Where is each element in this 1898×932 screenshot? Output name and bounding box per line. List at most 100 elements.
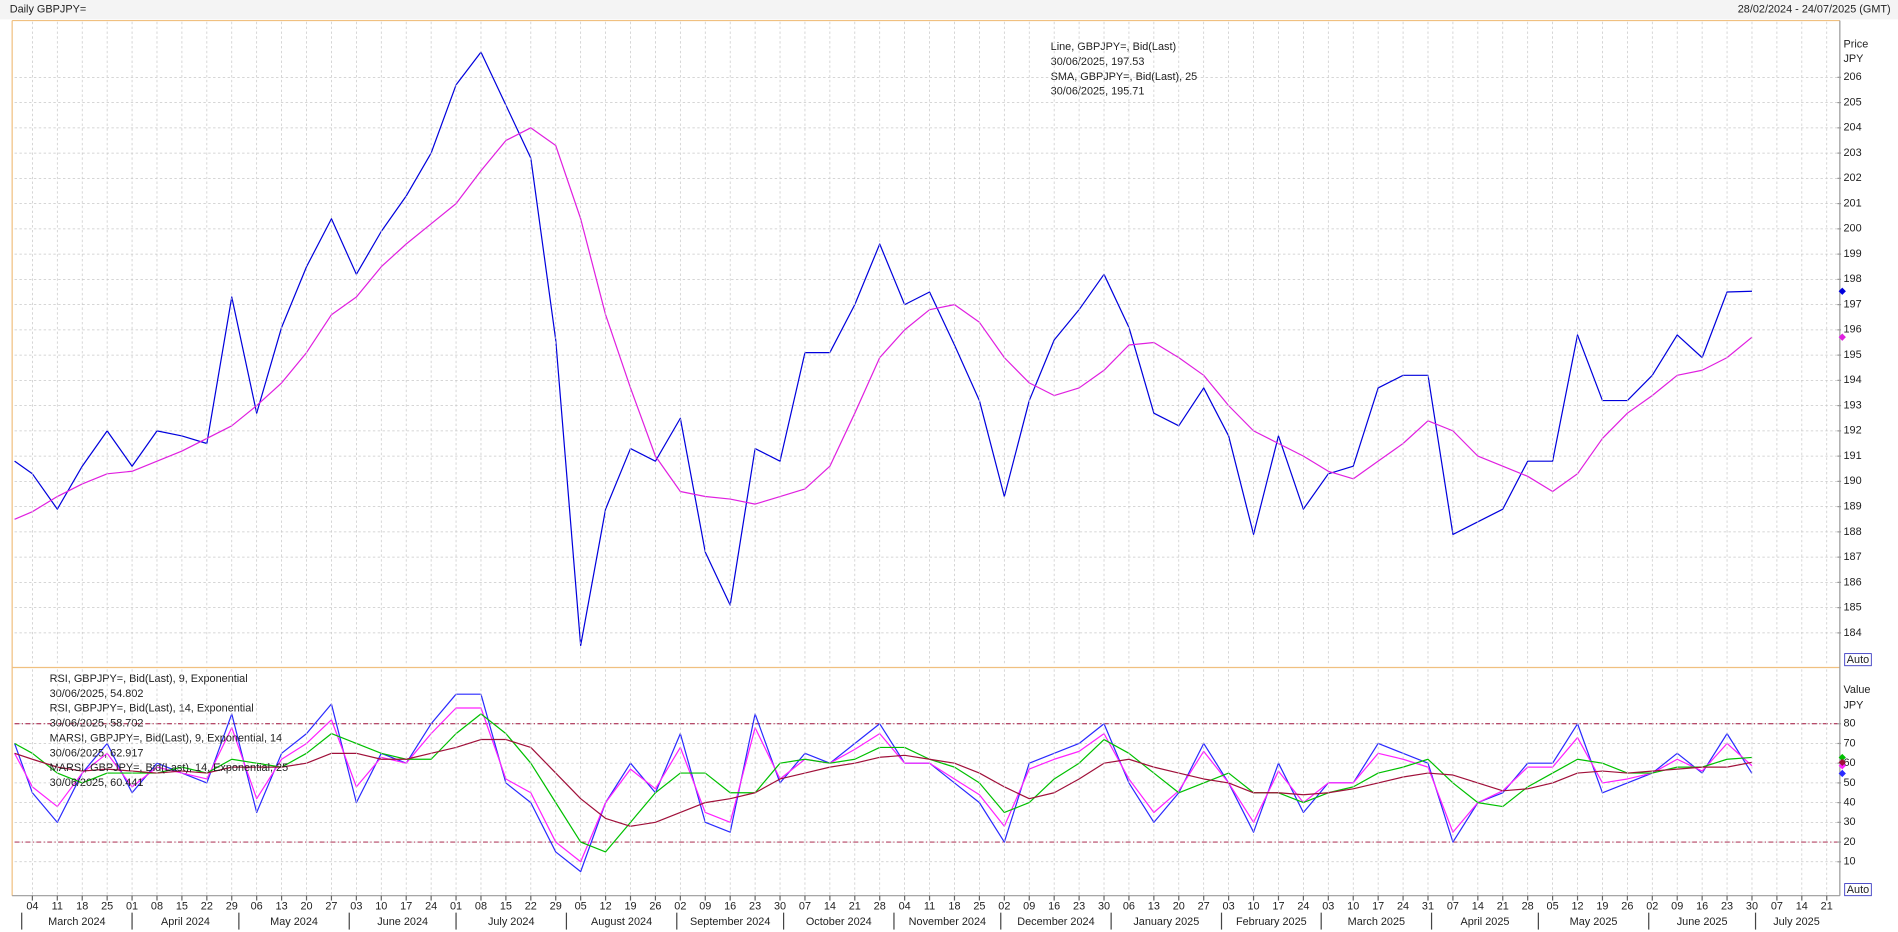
auto-button-label[interactable]: Auto <box>1847 884 1869 896</box>
legend-name: RSI, GBPJPY=, Bid(Last), 9, Exponential <box>50 673 248 685</box>
x-tick-label: 28 <box>874 900 886 912</box>
y-tick-label: 192 <box>1843 425 1861 437</box>
x-tick-label: 25 <box>973 900 985 912</box>
month-label: June 2024 <box>377 916 428 928</box>
x-tick-label: 12 <box>1571 900 1583 912</box>
y-axis-label: Value <box>1843 684 1870 696</box>
x-tick-label: 18 <box>76 900 88 912</box>
x-tick-label: 24 <box>1397 900 1409 912</box>
month-label: November 2024 <box>909 916 986 928</box>
y-tick-label: 198 <box>1843 273 1861 285</box>
y-tick-label: 40 <box>1843 797 1855 809</box>
x-tick-label: 17 <box>1272 900 1284 912</box>
x-tick-label: 07 <box>1771 900 1783 912</box>
y-tick-label: 189 <box>1843 501 1861 513</box>
x-tick-label: 24 <box>425 900 437 912</box>
x-tick-label: 19 <box>1596 900 1608 912</box>
month-label: August 2024 <box>591 916 652 928</box>
x-tick-label: 16 <box>1048 900 1060 912</box>
y-tick-label: 193 <box>1843 399 1861 411</box>
x-tick-label: 22 <box>525 900 537 912</box>
x-tick-label: 15 <box>500 900 512 912</box>
x-tick-label: 30 <box>1746 900 1758 912</box>
x-tick-label: 13 <box>276 900 288 912</box>
x-tick-label: 10 <box>375 900 387 912</box>
x-tick-label: 23 <box>749 900 761 912</box>
x-tick-label: 12 <box>600 900 612 912</box>
x-tick-label: 05 <box>1547 900 1559 912</box>
legend-name: SMA, GBPJPY=, Bid(Last), 25 <box>1051 71 1198 83</box>
legend-last-value: 30/06/2025, 197.53 <box>1051 56 1145 68</box>
legend-name: RSI, GBPJPY=, Bid(Last), 14, Exponential <box>50 703 254 715</box>
auto-button-label[interactable]: Auto <box>1847 654 1869 666</box>
x-tick-label: 04 <box>899 900 911 912</box>
month-label: May 2024 <box>270 916 318 928</box>
month-label: June 2025 <box>1677 916 1728 928</box>
y-tick-label: 184 <box>1843 627 1861 639</box>
x-tick-label: 17 <box>1372 900 1384 912</box>
x-tick-label: 14 <box>1472 900 1484 912</box>
y-tick-label: 185 <box>1843 602 1861 614</box>
y-tick-label: 201 <box>1843 197 1861 209</box>
x-tick-label: 04 <box>26 900 38 912</box>
y-tick-label: 188 <box>1843 526 1861 538</box>
y-tick-label: 196 <box>1843 324 1861 336</box>
auto-button[interactable] <box>1844 653 1872 667</box>
x-tick-label: 02 <box>998 900 1010 912</box>
month-label: March 2025 <box>1348 916 1405 928</box>
month-label: July 2025 <box>1773 916 1820 928</box>
legend-name: Line, GBPJPY=, Bid(Last) <box>1051 41 1176 53</box>
x-tick-label: 31 <box>1422 900 1434 912</box>
y-axis-unit: JPY <box>1843 700 1864 712</box>
x-tick-label: 23 <box>1073 900 1085 912</box>
x-tick-label: 24 <box>1297 900 1309 912</box>
x-tick-label: 26 <box>1621 900 1633 912</box>
chart-title: Daily GBPJPY= <box>10 4 86 16</box>
x-tick-label: 21 <box>1821 900 1833 912</box>
x-tick-label: 30 <box>774 900 786 912</box>
y-tick-label: 206 <box>1843 71 1861 83</box>
month-label: December 2024 <box>1017 916 1094 928</box>
x-tick-label: 09 <box>699 900 711 912</box>
series-line <box>14 51 1753 647</box>
x-tick-label: 15 <box>176 900 188 912</box>
y-tick-label: 70 <box>1843 737 1855 749</box>
x-tick-label: 21 <box>849 900 861 912</box>
x-tick-label: 02 <box>674 900 686 912</box>
y-tick-label: 30 <box>1843 816 1855 828</box>
x-tick-label: 11 <box>52 900 63 912</box>
x-tick-label: 07 <box>1447 900 1459 912</box>
x-tick-label: 11 <box>924 900 935 912</box>
y-tick-label: 60 <box>1843 757 1855 769</box>
x-tick-label: 09 <box>1671 900 1683 912</box>
last-value-marker <box>1838 753 1846 762</box>
x-tick-label: 26 <box>649 900 661 912</box>
x-tick-label: 13 <box>1148 900 1160 912</box>
x-tick-label: 08 <box>151 900 163 912</box>
legend-last-value: 30/06/2025, 62.917 <box>50 747 144 759</box>
x-tick-label: 23 <box>1721 900 1733 912</box>
month-label: October 2024 <box>806 916 872 928</box>
x-tick-label: 20 <box>300 900 312 912</box>
last-value-marker <box>1838 769 1846 778</box>
x-tick-label: 09 <box>1023 900 1035 912</box>
x-tick-label: 01 <box>450 900 462 912</box>
x-tick-label: 29 <box>550 900 562 912</box>
y-tick-label: 194 <box>1843 374 1861 386</box>
x-tick-label: 16 <box>724 900 736 912</box>
x-tick-label: 07 <box>799 900 811 912</box>
y-tick-label: 50 <box>1843 777 1855 789</box>
x-tick-label: 03 <box>1322 900 1334 912</box>
auto-button[interactable] <box>1844 883 1872 897</box>
y-axis-unit: JPY <box>1843 53 1864 65</box>
y-tick-label: 205 <box>1843 96 1861 108</box>
header-bar <box>0 0 1898 20</box>
month-label: September 2024 <box>690 916 770 928</box>
x-tick-label: 30 <box>1098 900 1110 912</box>
x-tick-label: 03 <box>350 900 362 912</box>
x-tick-label: 28 <box>1522 900 1534 912</box>
y-tick-label: 204 <box>1843 122 1861 134</box>
month-label: April 2024 <box>161 916 210 928</box>
x-tick-label: 27 <box>1198 900 1210 912</box>
